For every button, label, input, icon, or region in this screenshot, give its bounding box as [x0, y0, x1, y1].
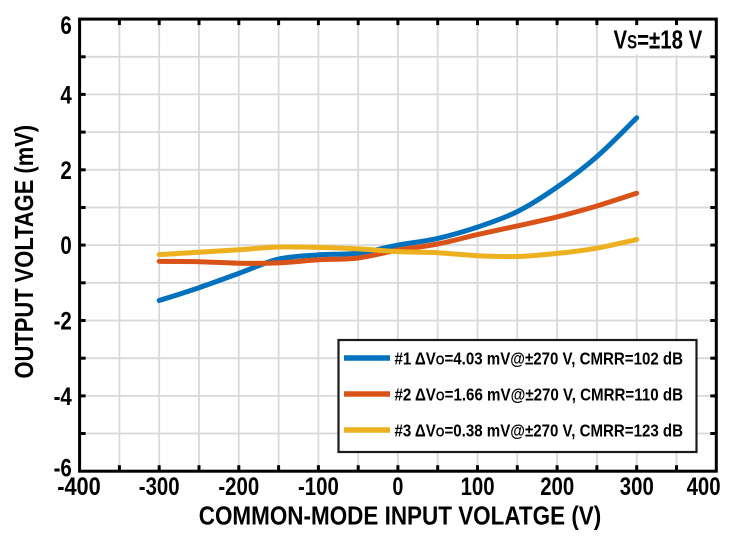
- svg-text:#1 ΔVO=4.03 mV@±270 V, CMRR=10: #1 ΔVO=4.03 mV@±270 V, CMRR=102 dB: [395, 348, 684, 368]
- svg-text:0: 0: [392, 473, 403, 501]
- svg-text:-4: -4: [54, 383, 72, 411]
- svg-text:300: 300: [620, 473, 654, 501]
- svg-text:OUTPUT VOLTAGE (mV): OUTPUT VOLTAGE (mV): [9, 125, 39, 379]
- svg-text:#2 ΔVO=1.66 mV@±270 V, CMRR=11: #2 ΔVO=1.66 mV@±270 V, CMRR=110 dB: [395, 384, 684, 404]
- svg-text:#3 ΔVO=0.38 mV@±270 V, CMRR=12: #3 ΔVO=0.38 mV@±270 V, CMRR=123 dB: [395, 420, 684, 440]
- svg-text:-2: -2: [54, 308, 72, 336]
- svg-text:-300: -300: [139, 473, 180, 501]
- svg-text:-200: -200: [218, 473, 259, 501]
- svg-text:2: 2: [60, 157, 71, 185]
- svg-text:100: 100: [461, 473, 495, 501]
- svg-text:-400: -400: [57, 473, 101, 501]
- svg-text:-6: -6: [54, 455, 72, 483]
- svg-text:0: 0: [60, 232, 71, 260]
- svg-text:COMMON-MODE INPUT VOLATGE (V): COMMON-MODE INPUT VOLATGE (V): [199, 501, 602, 531]
- svg-text:400: 400: [687, 473, 721, 501]
- svg-text:6: 6: [60, 12, 71, 40]
- svg-text:VS=±18 V: VS=±18 V: [614, 24, 703, 54]
- svg-text:-100: -100: [298, 473, 339, 501]
- svg-text:200: 200: [540, 473, 574, 501]
- svg-text:4: 4: [60, 82, 71, 110]
